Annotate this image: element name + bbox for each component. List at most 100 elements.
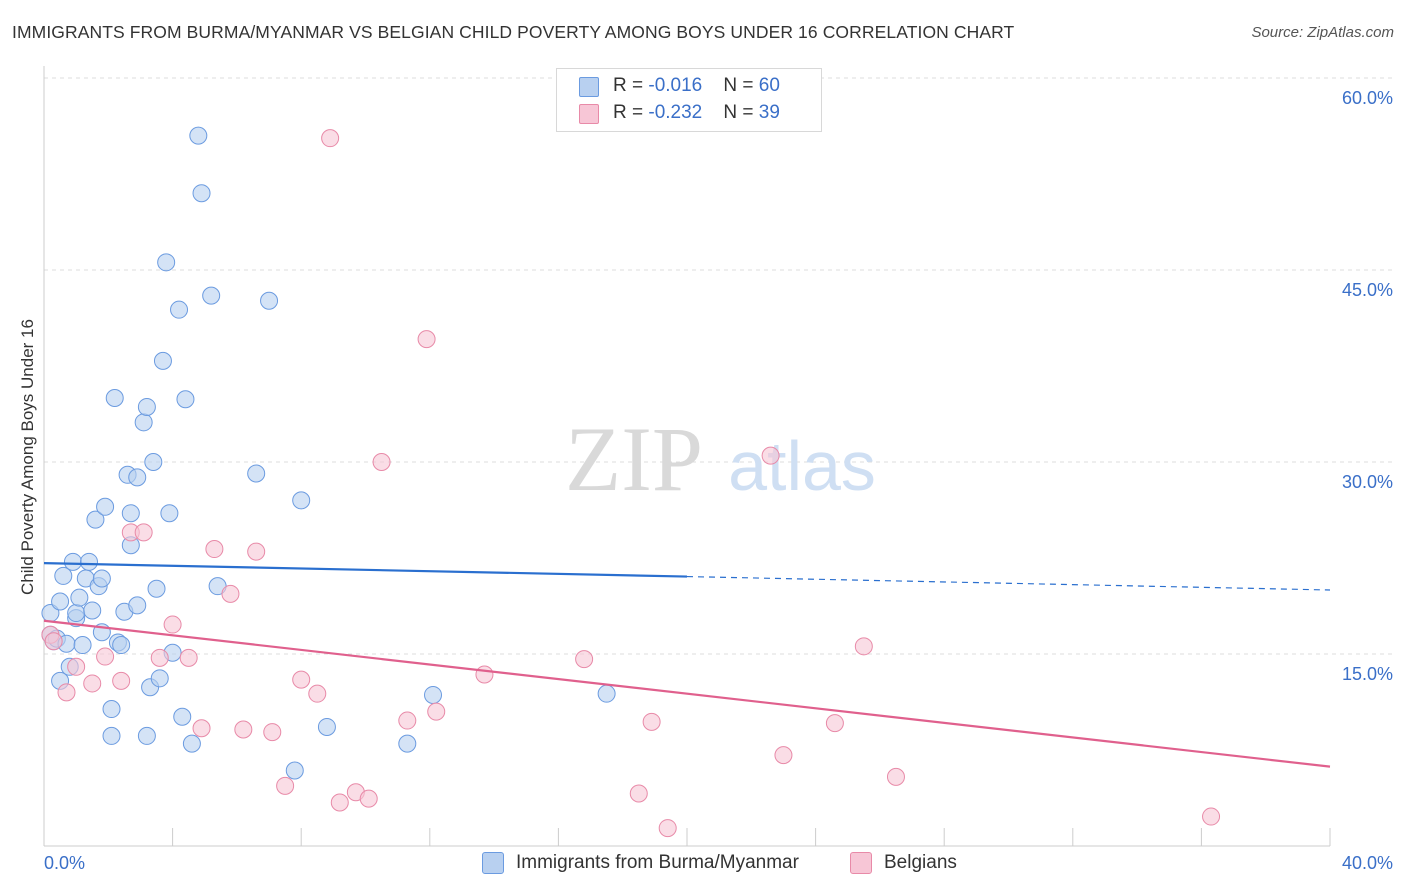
point-belgians bbox=[642, 712, 661, 731]
point-burma bbox=[157, 253, 176, 272]
point-burma bbox=[83, 601, 102, 620]
stats-row-belgians: R = -0.232 N = 39 bbox=[579, 100, 780, 126]
point-belgians bbox=[247, 542, 266, 561]
point-belgians bbox=[163, 615, 182, 634]
legend-label-burma: Immigrants from Burma/Myanmar bbox=[516, 852, 799, 873]
point-belgians bbox=[1202, 807, 1221, 826]
point-belgians bbox=[475, 665, 494, 684]
point-burma bbox=[597, 684, 616, 703]
point-belgians bbox=[96, 647, 115, 666]
stats-r-value: -0.016 bbox=[648, 75, 703, 96]
point-belgians bbox=[825, 714, 844, 733]
legend-swatch-belgians bbox=[850, 852, 872, 874]
source-label: Source: ZipAtlas.com bbox=[1251, 24, 1394, 41]
point-belgians bbox=[761, 446, 780, 465]
stats-n-value: 60 bbox=[758, 75, 780, 96]
point-burma bbox=[292, 491, 311, 510]
point-burma bbox=[147, 579, 166, 598]
stats-r-value: -0.232 bbox=[648, 102, 703, 123]
point-burma bbox=[121, 504, 140, 523]
legend-item-belgians[interactable]: Belgians bbox=[850, 852, 957, 874]
watermark-zip: ZIP bbox=[565, 408, 703, 510]
point-burma bbox=[86, 510, 105, 529]
point-burma bbox=[176, 390, 195, 409]
legend-item-burma[interactable]: Immigrants from Burma/Myanmar bbox=[482, 852, 799, 874]
point-burma bbox=[137, 397, 156, 416]
axes bbox=[43, 66, 1331, 847]
stats-n-label: N = bbox=[723, 75, 759, 96]
point-burma bbox=[128, 596, 147, 615]
point-belgians bbox=[234, 720, 253, 739]
stats-swatch-belgians bbox=[579, 104, 599, 124]
point-belgians bbox=[417, 330, 436, 349]
x-tick-label: 40.0% bbox=[1342, 853, 1393, 873]
point-belgians bbox=[221, 584, 240, 603]
trend-lines bbox=[43, 562, 1331, 768]
point-burma bbox=[63, 552, 82, 571]
point-burma bbox=[202, 286, 221, 305]
watermark: ZIP atlas bbox=[565, 408, 876, 510]
point-belgians bbox=[276, 776, 295, 795]
point-belgians bbox=[308, 684, 327, 703]
point-belgians bbox=[112, 671, 131, 690]
point-burma bbox=[70, 588, 89, 607]
point-belgians bbox=[44, 632, 63, 651]
point-belgians bbox=[398, 711, 417, 730]
point-belgians bbox=[192, 719, 211, 738]
tick-labels: 15.0% 30.0% 45.0% 60.0% 0.0% 40.0% bbox=[44, 88, 1393, 873]
point-belgians bbox=[629, 784, 648, 803]
watermark-atlas: atlas bbox=[728, 427, 876, 505]
point-burma bbox=[160, 504, 179, 523]
point-burma bbox=[102, 726, 121, 745]
point-burma bbox=[128, 468, 147, 487]
point-burma bbox=[102, 700, 121, 719]
point-burma bbox=[67, 604, 86, 623]
point-belgians bbox=[83, 674, 102, 693]
y-tick-label: 60.0% bbox=[1342, 88, 1393, 108]
point-belgians bbox=[179, 648, 198, 667]
point-belgians bbox=[575, 650, 594, 669]
point-belgians bbox=[372, 453, 391, 471]
point-burma bbox=[189, 126, 208, 145]
point-burma bbox=[96, 497, 115, 516]
point-burma bbox=[173, 707, 192, 726]
point-belgians bbox=[774, 746, 793, 765]
data-points bbox=[41, 126, 1221, 838]
point-burma bbox=[54, 566, 73, 585]
point-burma bbox=[170, 300, 189, 319]
point-belgians bbox=[359, 789, 378, 808]
point-burma bbox=[137, 726, 156, 745]
point-burma bbox=[398, 734, 417, 753]
point-burma bbox=[92, 569, 111, 588]
point-burma bbox=[144, 453, 163, 471]
y-tick-label: 30.0% bbox=[1342, 472, 1393, 492]
point-burma bbox=[260, 291, 279, 310]
point-burma bbox=[80, 552, 99, 571]
stats-n-label: N = bbox=[723, 102, 759, 123]
point-belgians bbox=[67, 657, 86, 676]
point-belgians bbox=[205, 540, 224, 559]
stats-swatch-burma bbox=[579, 77, 599, 97]
trend-line-burma-projected bbox=[686, 575, 1331, 591]
point-burma bbox=[247, 464, 266, 483]
point-belgians bbox=[854, 637, 873, 656]
y-tick-label: 15.0% bbox=[1342, 664, 1393, 684]
legend-swatch-burma bbox=[482, 852, 504, 874]
y-tick-label: 45.0% bbox=[1342, 280, 1393, 300]
point-belgians bbox=[57, 683, 76, 702]
point-belgians bbox=[427, 702, 446, 721]
point-burma bbox=[192, 184, 211, 203]
stats-r-label: R = bbox=[613, 102, 649, 123]
point-burma bbox=[285, 761, 304, 780]
point-belgians bbox=[330, 793, 349, 812]
correlation-stats-box: R = -0.016 N = 60 R = -0.232 N = 39 bbox=[556, 68, 822, 132]
chart-title: IMMIGRANTS FROM BURMA/MYANMAR VS BELGIAN… bbox=[12, 22, 1015, 42]
stats-r-label: R = bbox=[613, 75, 649, 96]
point-burma bbox=[150, 669, 169, 688]
point-burma bbox=[153, 351, 172, 370]
point-belgians bbox=[658, 819, 677, 838]
point-burma bbox=[105, 389, 124, 407]
point-burma bbox=[134, 413, 153, 432]
point-belgians bbox=[292, 670, 311, 689]
